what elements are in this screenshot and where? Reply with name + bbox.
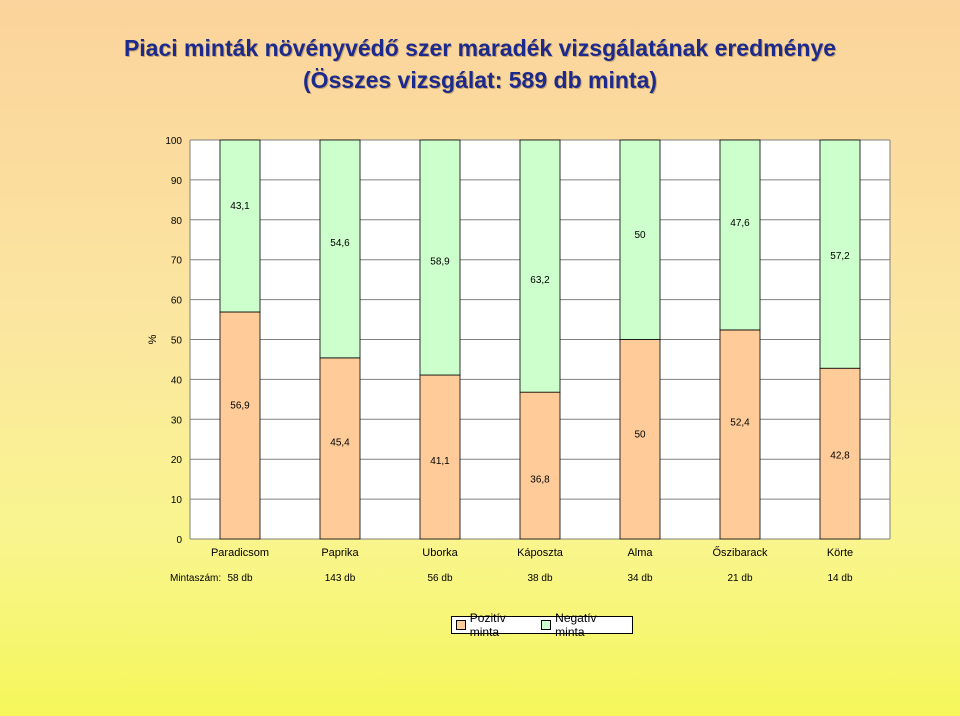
y-tick-label: 30 bbox=[171, 415, 183, 426]
data-label-negative: 57,2 bbox=[830, 251, 850, 262]
legend-swatch-positive bbox=[456, 620, 466, 630]
y-axis-label: % bbox=[147, 334, 159, 344]
data-label-negative: 54,6 bbox=[330, 238, 350, 249]
data-label-negative: 43,1 bbox=[230, 201, 250, 212]
sample-count: 143 db bbox=[325, 573, 356, 584]
x-tick-label: Paprika bbox=[321, 547, 359, 559]
chart-legend: Pozitív minta Negatív minta bbox=[451, 611, 633, 639]
bar-negative bbox=[419, 139, 461, 376]
y-tick-label: 10 bbox=[171, 495, 183, 506]
legend-item-negative: Negatív minta bbox=[541, 611, 627, 639]
bar-positive bbox=[719, 329, 761, 540]
data-label-negative: 63,2 bbox=[530, 275, 550, 286]
x-tick-label: Paradicsom bbox=[211, 547, 269, 559]
x-tick-label: Káposzta bbox=[517, 547, 564, 559]
bar-negative bbox=[719, 139, 761, 331]
legend-item-positive: Pozitív minta bbox=[456, 611, 536, 639]
data-label-positive: 45,4 bbox=[330, 437, 350, 448]
chart-title-line2: (Összes vizsgálat: 589 db minta) bbox=[302, 67, 658, 93]
x-tick-label: Körte bbox=[827, 547, 853, 559]
data-label-positive: 36,8 bbox=[530, 475, 550, 486]
legend-label-positive: Pozitív minta bbox=[469, 611, 506, 639]
data-label-positive: 50 bbox=[634, 429, 646, 440]
legend-label-negative: Negatív minta bbox=[555, 611, 597, 639]
data-label-positive: 52,4 bbox=[730, 417, 750, 428]
y-tick-label: 0 bbox=[176, 535, 182, 546]
sample-count: 56 db bbox=[427, 573, 452, 584]
y-tick-label: 90 bbox=[171, 176, 183, 187]
bar-negative bbox=[819, 139, 861, 369]
chart-title: Piaci minták növényvédő szer maradék viz… bbox=[0, 32, 960, 96]
x-tick-label: Őszibarack bbox=[712, 545, 768, 559]
data-label-negative: 58,9 bbox=[430, 257, 450, 268]
bar-positive bbox=[819, 367, 861, 540]
data-label-positive: 41,1 bbox=[430, 456, 450, 467]
y-tick-label: 100 bbox=[165, 136, 182, 147]
bar-negative bbox=[519, 139, 561, 393]
bar-positive bbox=[419, 374, 461, 540]
chart-title-line1: Piaci minták növényvédő szer maradék viz… bbox=[123, 35, 837, 61]
y-tick-label: 80 bbox=[171, 216, 183, 227]
sample-count-label: Mintaszám: bbox=[170, 573, 221, 584]
y-tick-label: 40 bbox=[171, 375, 183, 386]
bar-negative bbox=[619, 139, 661, 340]
sample-count: 38 db bbox=[527, 573, 552, 584]
x-tick-label: Alma bbox=[627, 547, 653, 559]
y-tick-label: 70 bbox=[171, 256, 183, 267]
legend-swatch-negative bbox=[541, 620, 552, 630]
sample-count: 21 db bbox=[727, 573, 752, 584]
bar-positive bbox=[219, 311, 261, 540]
data-label-positive: 56,9 bbox=[230, 400, 250, 411]
data-label-negative: 47,6 bbox=[730, 218, 750, 229]
data-label-positive: 42,8 bbox=[830, 451, 850, 462]
x-tick-label: Uborka bbox=[422, 547, 458, 559]
bar-negative bbox=[219, 139, 261, 313]
y-tick-label: 50 bbox=[171, 336, 183, 347]
y-tick-label: 60 bbox=[171, 296, 183, 307]
bar-positive bbox=[619, 339, 661, 540]
sample-count: 58 db bbox=[227, 573, 252, 584]
data-label-negative: 50 bbox=[634, 230, 646, 241]
y-tick-label: 20 bbox=[171, 455, 183, 466]
sample-count: 34 db bbox=[627, 573, 652, 584]
bar-positive bbox=[319, 357, 361, 540]
sample-count: 14 db bbox=[827, 573, 852, 584]
bar-positive bbox=[519, 391, 561, 540]
bar-negative bbox=[319, 139, 361, 359]
